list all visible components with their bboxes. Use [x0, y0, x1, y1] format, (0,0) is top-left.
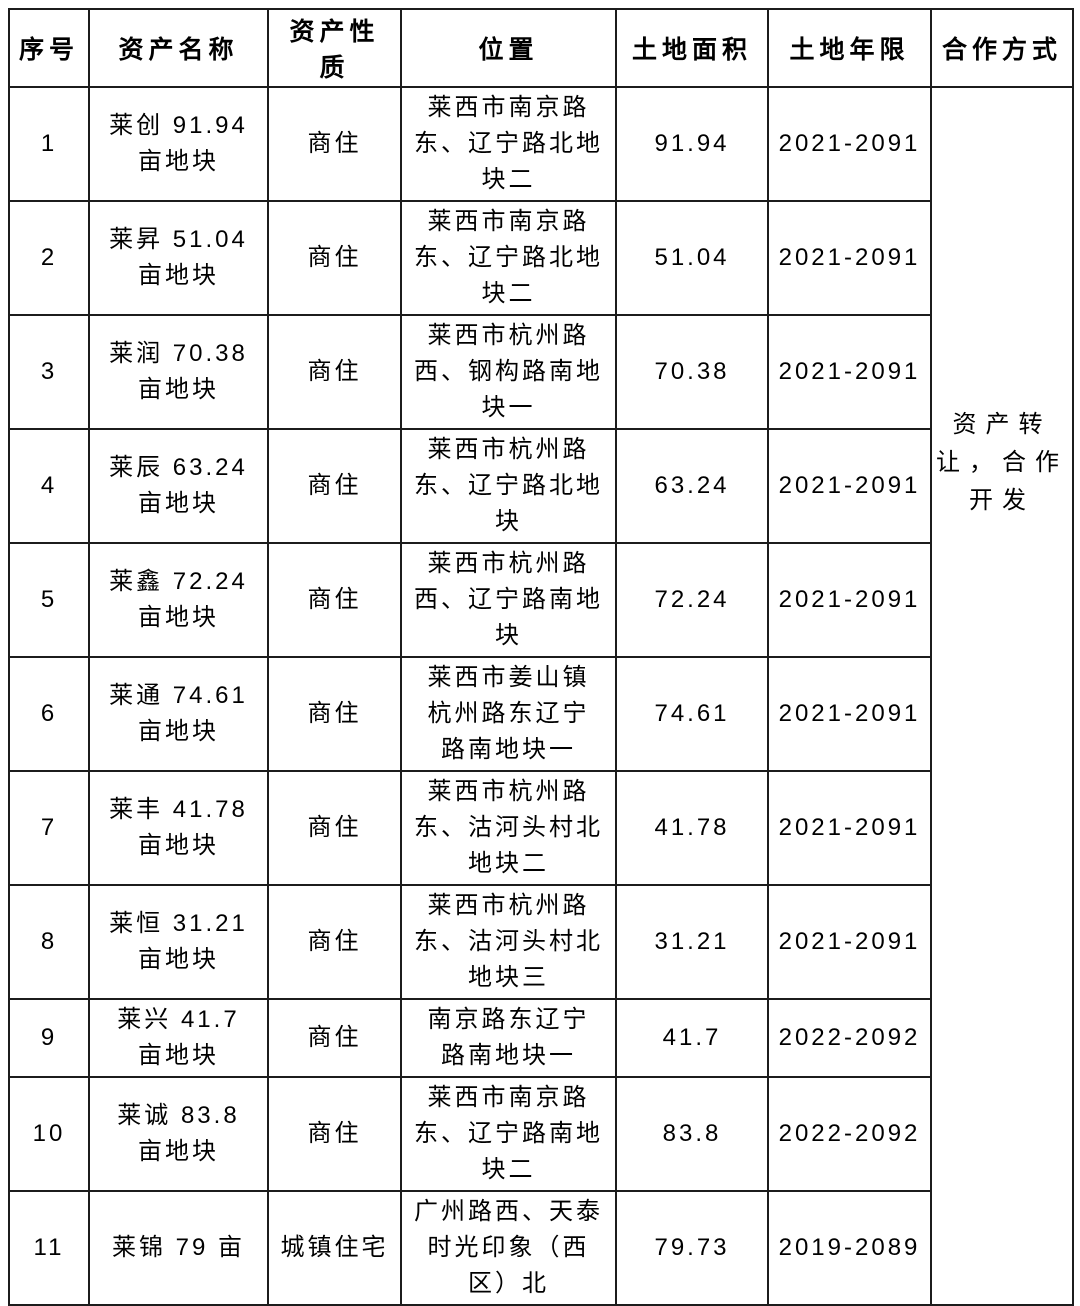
asset-name-cell: 莱恒 31.21 亩地块 [88, 884, 269, 1000]
location-cell: 莱西市杭州路 东、沽河头村北 地块三 [400, 884, 617, 1000]
land-term-cell: 2022-2092 [767, 1076, 932, 1192]
table-row: 9 莱兴 41.7 亩地块 商住 南京路东辽宁 路南地块一 41.7 2022-… [8, 998, 1073, 1078]
land-term-cell: 2021-2091 [767, 656, 932, 772]
row-no-cell: 5 [8, 542, 90, 658]
asset-nature-cell: 商住 [267, 200, 402, 316]
row-no-cell: 10 [8, 1076, 90, 1192]
asset-nature-cell: 商住 [267, 428, 402, 544]
col-header-asset-name: 资产名称 [88, 8, 269, 88]
table-row: 4 莱辰 63.24 亩地块 商住 莱西市杭州路 东、辽宁路北地 块 63.24… [8, 428, 1073, 544]
table-row: 8 莱恒 31.21 亩地块 商住 莱西市杭州路 东、沽河头村北 地块三 31.… [8, 884, 1073, 1000]
table-row: 11 莱锦 79 亩 城镇住宅 广州路西、天泰 时光印象（西 区）北 79.73… [8, 1190, 1073, 1306]
table-row: 7 莱丰 41.78 亩地块 商住 莱西市杭州路 东、沽河头村北 地块二 41.… [8, 770, 1073, 886]
land-area-cell: 79.73 [615, 1190, 769, 1306]
table-row: 3 莱润 70.38 亩地块 商住 莱西市杭州路 西、钢构路南地 块一 70.3… [8, 314, 1073, 430]
col-header-location: 位置 [400, 8, 617, 88]
asset-nature-cell: 商住 [267, 770, 402, 886]
asset-nature-cell: 商住 [267, 656, 402, 772]
asset-name-cell: 莱通 74.61 亩地块 [88, 656, 269, 772]
land-term-cell: 2021-2091 [767, 770, 932, 886]
table-row: 1 莱创 91.94 亩地块 商住 莱西市南京路 东、辽宁路北地 块二 91.9… [8, 86, 1074, 1306]
table-row: 10 莱诚 83.8 亩地块 商住 莱西市南京路 东、辽宁路南地 块二 83.8… [8, 1076, 1073, 1192]
land-area-cell: 74.61 [615, 656, 769, 772]
asset-nature-cell: 商住 [267, 1076, 402, 1192]
col-header-asset-nature: 资产性质 [267, 8, 402, 88]
location-cell: 莱西市杭州路 西、辽宁路南地 块 [400, 542, 617, 658]
land-term-cell: 2021-2091 [767, 542, 932, 658]
asset-name-cell: 莱丰 41.78 亩地块 [88, 770, 269, 886]
land-area-cell: 83.8 [615, 1076, 769, 1192]
asset-nature-cell: 商住 [267, 884, 402, 1000]
location-cell: 南京路东辽宁 路南地块一 [400, 998, 617, 1078]
land-term-cell: 2021-2091 [767, 86, 932, 202]
asset-name-cell: 莱鑫 72.24 亩地块 [88, 542, 269, 658]
table-header: 序号 资产名称 资产性质 位置 土地面积 土地年限 合作方式 [8, 8, 1074, 88]
location-cell: 莱西市杭州路 东、沽河头村北 地块二 [400, 770, 617, 886]
land-term-cell: 2022-2092 [767, 998, 932, 1078]
row-no-cell: 2 [8, 200, 90, 316]
location-cell: 莱西市南京路 东、辽宁路南地 块二 [400, 1076, 617, 1192]
asset-name-cell: 莱锦 79 亩 [88, 1190, 269, 1306]
table-row: 2 莱昇 51.04 亩地块 商住 莱西市南京路 东、辽宁路北地 块二 51.0… [8, 200, 1073, 316]
row-no-cell: 1 [8, 86, 90, 202]
row-no-cell: 8 [8, 884, 90, 1000]
asset-name-cell: 莱昇 51.04 亩地块 [88, 200, 269, 316]
table-row: 5 莱鑫 72.24 亩地块 商住 莱西市杭州路 西、辽宁路南地 块 72.24… [8, 542, 1073, 658]
header-row: 序号 资产名称 资产性质 位置 土地面积 土地年限 合作方式 [8, 8, 1074, 88]
row-no-cell: 4 [8, 428, 90, 544]
land-term-cell: 2021-2091 [767, 428, 932, 544]
asset-name-cell: 莱兴 41.7 亩地块 [88, 998, 269, 1078]
col-header-serial: 序号 [8, 8, 90, 88]
land-term-cell: 2021-2091 [767, 314, 932, 430]
land-area-cell: 31.21 [615, 884, 769, 1000]
location-cell: 莱西市杭州路 东、辽宁路北地 块 [400, 428, 617, 544]
land-area-cell: 51.04 [615, 200, 769, 316]
row-no-cell: 3 [8, 314, 90, 430]
land-area-cell: 72.24 [615, 542, 769, 658]
col-header-land-area: 土地面积 [615, 8, 769, 88]
land-area-cell: 91.94 [615, 86, 769, 202]
cooperation-cell: 资产转 让，合作 开发 [930, 86, 1074, 1306]
asset-nature-cell: 商住 [267, 314, 402, 430]
table-row: 6 莱通 74.61 亩地块 商住 莱西市姜山镇 杭州路东辽宁 路南地块一 74… [8, 656, 1073, 772]
row-no-cell: 6 [8, 656, 90, 772]
location-cell: 莱西市南京路 东、辽宁路北地 块二 [400, 200, 617, 316]
land-term-cell: 2021-2091 [767, 200, 932, 316]
row-no-cell: 7 [8, 770, 90, 886]
land-area-cell: 41.7 [615, 998, 769, 1078]
row-no-cell: 9 [8, 998, 90, 1078]
asset-table: 序号 资产名称 资产性质 位置 土地面积 土地年限 合作方式 1 莱创 91.9… [8, 8, 1074, 1306]
col-header-cooperation: 合作方式 [930, 8, 1074, 88]
col-header-land-term: 土地年限 [767, 8, 932, 88]
asset-name-cell: 莱创 91.94 亩地块 [88, 86, 269, 202]
asset-nature-cell: 商住 [267, 86, 402, 202]
asset-nature-cell: 城镇住宅 [267, 1190, 402, 1306]
location-cell: 莱西市姜山镇 杭州路东辽宁 路南地块一 [400, 656, 617, 772]
land-area-cell: 63.24 [615, 428, 769, 544]
table-body: 1 莱创 91.94 亩地块 商住 莱西市南京路 东、辽宁路北地 块二 91.9… [8, 86, 1074, 1306]
land-area-cell: 70.38 [615, 314, 769, 430]
location-cell: 莱西市杭州路 西、钢构路南地 块一 [400, 314, 617, 430]
land-term-cell: 2019-2089 [767, 1190, 932, 1306]
land-area-cell: 41.78 [615, 770, 769, 886]
asset-name-cell: 莱辰 63.24 亩地块 [88, 428, 269, 544]
asset-nature-cell: 商住 [267, 542, 402, 658]
asset-name-cell: 莱润 70.38 亩地块 [88, 314, 269, 430]
location-cell: 广州路西、天泰 时光印象（西 区）北 [400, 1190, 617, 1306]
location-cell: 莱西市南京路 东、辽宁路北地 块二 [400, 86, 617, 202]
land-term-cell: 2021-2091 [767, 884, 932, 1000]
asset-name-cell: 莱诚 83.8 亩地块 [88, 1076, 269, 1192]
asset-nature-cell: 商住 [267, 998, 402, 1078]
row-no-cell: 11 [8, 1190, 90, 1306]
